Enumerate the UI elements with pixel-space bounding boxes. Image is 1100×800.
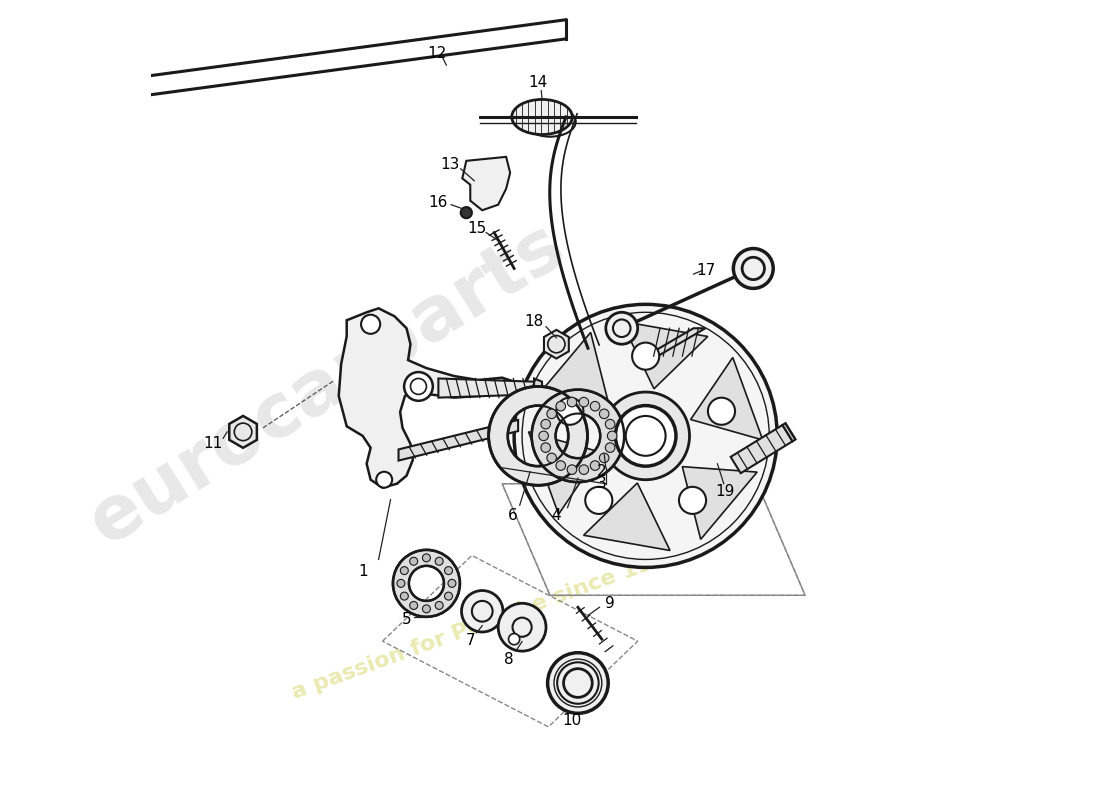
- Circle shape: [591, 461, 600, 470]
- Circle shape: [579, 465, 588, 474]
- Circle shape: [361, 314, 381, 334]
- Polygon shape: [584, 483, 670, 550]
- Text: 6: 6: [508, 508, 517, 523]
- Polygon shape: [691, 358, 762, 440]
- Circle shape: [448, 579, 455, 587]
- Polygon shape: [398, 420, 518, 461]
- Circle shape: [541, 419, 550, 429]
- Text: 11: 11: [204, 436, 222, 451]
- Circle shape: [436, 602, 443, 610]
- Wedge shape: [531, 390, 624, 482]
- Circle shape: [679, 487, 706, 514]
- Circle shape: [461, 207, 472, 218]
- Polygon shape: [782, 423, 795, 442]
- Circle shape: [568, 465, 576, 474]
- Circle shape: [606, 312, 638, 344]
- Text: 12: 12: [427, 46, 447, 61]
- Circle shape: [548, 653, 608, 714]
- Text: 9: 9: [605, 596, 615, 610]
- Circle shape: [436, 558, 443, 566]
- Text: 5: 5: [402, 612, 411, 626]
- Text: 16: 16: [429, 194, 448, 210]
- Circle shape: [397, 579, 405, 587]
- Text: 17: 17: [696, 263, 715, 278]
- Circle shape: [498, 603, 546, 651]
- Polygon shape: [535, 333, 609, 405]
- Text: 3: 3: [597, 476, 607, 491]
- Circle shape: [568, 398, 576, 407]
- Circle shape: [409, 558, 418, 566]
- Polygon shape: [621, 322, 707, 389]
- Circle shape: [605, 443, 615, 452]
- Circle shape: [539, 431, 549, 441]
- Ellipse shape: [512, 99, 572, 134]
- Wedge shape: [393, 550, 460, 617]
- Circle shape: [422, 605, 430, 613]
- Polygon shape: [339, 308, 514, 488]
- Circle shape: [409, 602, 418, 610]
- Circle shape: [422, 554, 430, 562]
- Circle shape: [591, 402, 600, 411]
- Text: 7: 7: [465, 634, 475, 648]
- Circle shape: [444, 592, 452, 600]
- Text: eurocarparts: eurocarparts: [76, 208, 578, 560]
- Circle shape: [514, 304, 778, 567]
- Circle shape: [632, 342, 659, 370]
- Wedge shape: [488, 386, 587, 486]
- Circle shape: [400, 592, 408, 600]
- Circle shape: [508, 634, 519, 645]
- Text: 18: 18: [525, 314, 543, 330]
- Circle shape: [462, 590, 503, 632]
- Text: a passion for Porsche since 1985: a passion for Porsche since 1985: [289, 543, 684, 703]
- Circle shape: [605, 419, 615, 429]
- Circle shape: [708, 398, 735, 425]
- Polygon shape: [229, 416, 257, 448]
- Text: 15: 15: [468, 221, 486, 236]
- Circle shape: [585, 487, 613, 514]
- Polygon shape: [462, 157, 510, 210]
- Circle shape: [400, 566, 408, 574]
- Polygon shape: [439, 378, 535, 398]
- Text: 14: 14: [528, 75, 548, 90]
- Text: 10: 10: [562, 713, 581, 728]
- Polygon shape: [535, 378, 542, 398]
- Text: 4: 4: [551, 508, 561, 523]
- Circle shape: [579, 398, 588, 407]
- Text: 1: 1: [358, 564, 367, 579]
- Circle shape: [556, 461, 565, 470]
- Circle shape: [734, 249, 773, 288]
- Polygon shape: [528, 432, 601, 514]
- Circle shape: [404, 372, 432, 401]
- Circle shape: [444, 566, 452, 574]
- Circle shape: [600, 409, 609, 418]
- Polygon shape: [646, 328, 705, 356]
- Text: 2: 2: [597, 464, 606, 479]
- Circle shape: [547, 453, 557, 462]
- Circle shape: [600, 453, 609, 462]
- Circle shape: [615, 406, 676, 466]
- Text: 19: 19: [716, 484, 735, 499]
- Text: 8: 8: [504, 651, 514, 666]
- Polygon shape: [544, 330, 569, 358]
- Polygon shape: [682, 466, 757, 539]
- Circle shape: [556, 402, 565, 411]
- Circle shape: [557, 398, 583, 425]
- Circle shape: [602, 392, 690, 480]
- Circle shape: [547, 409, 557, 418]
- Circle shape: [541, 443, 550, 452]
- Text: 13: 13: [441, 158, 460, 172]
- Circle shape: [376, 472, 393, 488]
- Circle shape: [607, 431, 617, 441]
- Polygon shape: [730, 425, 792, 473]
